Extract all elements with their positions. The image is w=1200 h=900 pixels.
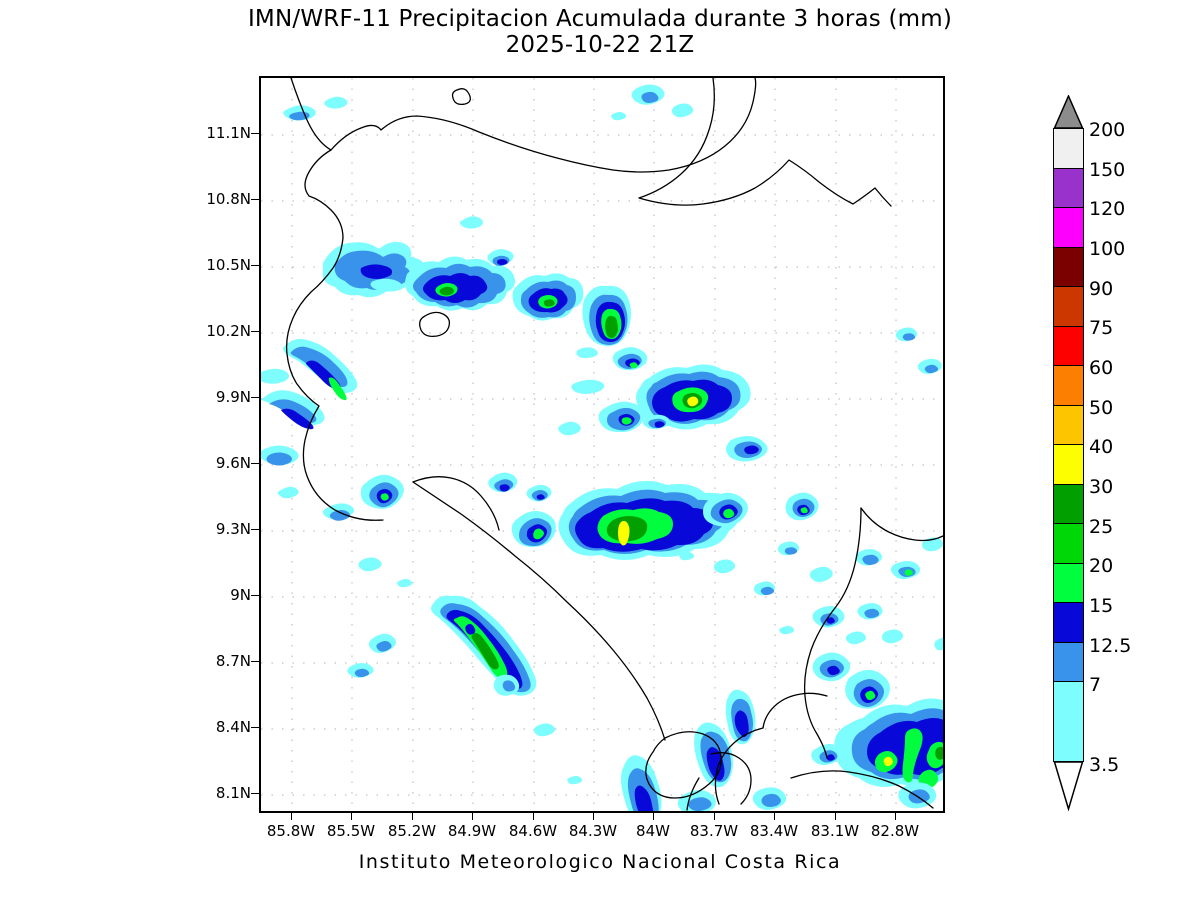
- colorbar-under-arrow: [1053, 761, 1084, 812]
- colorbar-swatch-150: [1054, 129, 1083, 169]
- colorbar-label-12-5: 12.5: [1089, 635, 1132, 657]
- colorbar-swatch-7: [1054, 642, 1083, 682]
- map-plot-frame: [259, 76, 945, 813]
- y-tick-label: 8.4N: [215, 718, 251, 736]
- chart-title-block: IMN/WRF-11 Precipitacion Acumulada duran…: [0, 6, 1200, 58]
- x-tick-label: 83.4W: [749, 822, 799, 840]
- colorbar-label-90: 90: [1089, 278, 1114, 300]
- colorbar-swatch-40: [1054, 405, 1083, 445]
- x-tick-label: 85.8W: [266, 822, 316, 840]
- colorbar-over-arrow: [1053, 94, 1084, 129]
- colorbar-label-120: 120: [1089, 198, 1126, 220]
- colorbar-label-40: 40: [1089, 436, 1114, 458]
- colorbar-label-150: 150: [1089, 159, 1126, 181]
- y-tick-label: 10.8N: [206, 190, 251, 208]
- colorbar-label-30: 30: [1089, 476, 1114, 498]
- colorbar-swatch-50: [1054, 366, 1083, 406]
- colorbar-swatch-3-5: [1054, 682, 1083, 761]
- colorbar-swatch-12-5: [1054, 603, 1083, 643]
- x-tick-label: 82.8W: [870, 822, 920, 840]
- x-tick-label: 83.7W: [689, 822, 739, 840]
- page-subtitle: 2025-10-22 21Z: [505, 32, 695, 58]
- y-tick-label: 10.2N: [206, 322, 251, 340]
- y-tick-label: 10.5N: [206, 256, 251, 274]
- colorbar-swatch-75: [1054, 287, 1083, 327]
- colorbar-label-20: 20: [1089, 555, 1114, 577]
- colorbar-label-200: 200: [1089, 119, 1126, 141]
- colorbar-swatch-90: [1054, 247, 1083, 287]
- colorbar-swatch-15: [1054, 563, 1083, 603]
- y-tick-label: 9N: [230, 586, 251, 604]
- x-tick-label: 83.1W: [810, 822, 860, 840]
- colorbar-swatch-60: [1054, 326, 1083, 366]
- x-tick-label: 84.3W: [568, 822, 618, 840]
- x-tick-label: 85.2W: [387, 822, 437, 840]
- x-tick-label: 85.5W: [326, 822, 376, 840]
- colorbar-swatch-25: [1054, 484, 1083, 524]
- colorbar-label-50: 50: [1089, 397, 1114, 419]
- colorbar-swatch-120: [1054, 168, 1083, 208]
- y-tick-label: 8.1N: [215, 784, 251, 802]
- colorbar-swatch-100: [1054, 208, 1083, 248]
- x-tick-label: 84.9W: [447, 822, 497, 840]
- colorbar-label-3-5: 3.5: [1089, 754, 1120, 776]
- y-tick-label: 9.9N: [215, 388, 251, 406]
- y-axis-labels: 11.1N 10.8N 10.5N 10.2N 9.9N 9.6N 9.3N 9…: [185, 0, 251, 900]
- y-tick-label: 9.3N: [215, 520, 251, 538]
- colorbar-labels: 200 150 120 100 90 75 60 50 40 30 25 20 …: [1089, 0, 1199, 900]
- colorbar: [1053, 94, 1084, 812]
- y-tick-label: 9.6N: [215, 454, 251, 472]
- colorbar-swatch-30: [1054, 445, 1083, 485]
- x-tick-label: 84.6W: [508, 822, 558, 840]
- colorbar-label-15: 15: [1089, 595, 1114, 617]
- map-canvas: [261, 78, 943, 811]
- page-title: IMN/WRF-11 Precipitacion Acumulada duran…: [247, 6, 953, 32]
- colorbar-label-100: 100: [1089, 238, 1126, 260]
- y-tick-label: 8.7N: [215, 652, 251, 670]
- colorbar-swatch-20: [1054, 524, 1083, 564]
- colorbar-label-60: 60: [1089, 357, 1114, 379]
- y-tick-label: 11.1N: [206, 124, 251, 142]
- colorbar-swatches: [1053, 128, 1084, 762]
- footer-attribution: Instituto Meteorologico Nacional Costa R…: [358, 851, 842, 873]
- colorbar-label-25: 25: [1089, 516, 1114, 538]
- colorbar-label-7: 7: [1089, 674, 1102, 696]
- x-tick-label: 84W: [636, 822, 670, 840]
- colorbar-label-75: 75: [1089, 317, 1114, 339]
